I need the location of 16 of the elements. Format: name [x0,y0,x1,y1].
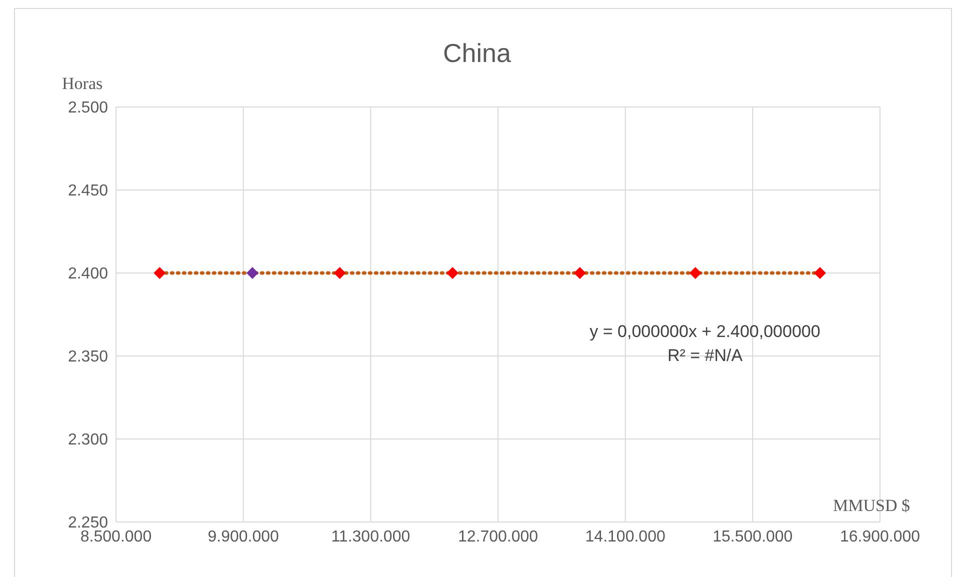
annotation: y = 0,000000x + 2.400,000000 [588,321,822,343]
y-tick-label: 2.450 [68,182,108,200]
x-tick-label: 11.300.000 [331,528,410,546]
x-tick-label: 15.500.000 [712,528,793,546]
x-tick-label: 9.900.000 [208,528,280,546]
y-tick-label: 2.350 [68,348,108,366]
y-tick-label: 2.400 [68,266,108,283]
chart-title: China [442,38,512,69]
y-axis-title: Horas [62,74,103,94]
x-axis-title: MMUSD $ [833,496,910,516]
annotation: R² = #N/A [666,345,744,367]
y-tick-label: 2.300 [68,432,108,449]
x-tick-label: 16.900.000 [840,528,920,546]
x-tick-label: 14.100.000 [585,528,666,546]
x-tick-label: 12.700.000 [458,528,538,546]
y-tick-label: 2.500 [68,100,108,117]
